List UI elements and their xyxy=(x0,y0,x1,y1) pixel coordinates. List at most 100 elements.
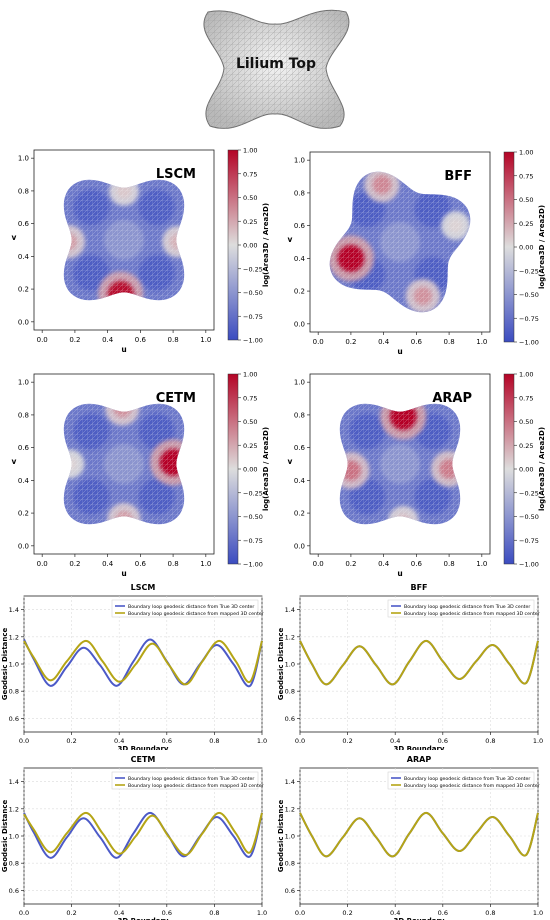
mesh-overlay xyxy=(63,403,185,525)
x-tick-label: 0.2 xyxy=(69,560,80,568)
hotspot-group xyxy=(339,403,461,525)
colorbar-label: log(Area3D / Area2D) xyxy=(538,427,546,511)
y-tick-label: 1.2 xyxy=(285,805,295,813)
x-tick-label: 0.2 xyxy=(66,909,76,917)
y-axis-label: v xyxy=(12,233,17,242)
colorbar-tick-label: 0.50 xyxy=(243,194,257,202)
chart-title: CETM xyxy=(131,755,156,764)
legend-box xyxy=(387,771,535,790)
line-panel-cetm: CETM 0.0 0.2 0.4 0.6 0.8 1.0 0.6 0.8 1.0 1.2 1.4 3D … xyxy=(1,755,267,920)
series-line-true-center xyxy=(23,638,263,688)
colorbar-tick-label: −0.25 xyxy=(243,265,263,273)
colorbar-tick-label: 0.25 xyxy=(243,442,257,450)
y-axis-label: Geodesic Distance xyxy=(277,627,285,700)
y-axis-label: v xyxy=(288,457,293,466)
colorbar-label: log(Area3D / Area2D) xyxy=(262,203,270,287)
y-axis-label: Geodesic Distance xyxy=(1,627,9,700)
colorbar-tick-label: 0.50 xyxy=(519,418,533,426)
x-tick-label: 0.8 xyxy=(485,909,495,917)
legend-entry: Boundary loop geodesic distance from Tru… xyxy=(128,776,254,782)
hotspot-group xyxy=(329,171,471,313)
heatmap-panel-cetm: 0.0 0.2 0.4 0.6 0.8 1.0 0.0 0.2 0.4 0.6 0.8 1.0 u v CE… xyxy=(12,371,270,579)
colorbar-tick-label: 1.00 xyxy=(519,149,533,157)
y-tick-label: 0.0 xyxy=(18,318,29,326)
y-tick-label: 1.2 xyxy=(9,633,19,641)
y-tick-label: 0.6 xyxy=(18,444,30,452)
y-tick-label: 1.0 xyxy=(9,833,19,841)
plot-frame xyxy=(299,767,539,905)
y-tick-label: 0.8 xyxy=(18,411,29,419)
y-tick-label: 0.6 xyxy=(285,887,295,895)
colorbar xyxy=(227,373,239,565)
colorbar-tick-label: 0.25 xyxy=(243,218,257,226)
x-tick-label: 0.6 xyxy=(411,560,423,568)
x-tick-label: 0.8 xyxy=(168,560,179,568)
legend-entry: Boundary loop geodesic distance from map… xyxy=(404,611,540,617)
x-tick-label: 0.0 xyxy=(313,560,324,568)
x-tick-label: 0.8 xyxy=(209,909,219,917)
x-tick-label: 0.6 xyxy=(135,336,147,344)
y-tick-label: 0.0 xyxy=(294,320,305,328)
x-tick-label: 0.4 xyxy=(114,909,124,917)
colorbar-label: log(Area3D / Area2D) xyxy=(538,205,546,289)
y-axis-label: Geodesic Distance xyxy=(1,799,9,872)
x-tick-label: 0.6 xyxy=(162,909,172,917)
x-tick-label: 1.0 xyxy=(476,338,487,346)
colorbar-tick-label: −1.00 xyxy=(243,337,263,345)
colorbar-tick-label: −0.25 xyxy=(243,489,263,497)
series-line-mapped-center xyxy=(299,639,539,686)
y-tick-label: 1.0 xyxy=(18,379,29,387)
y-tick-label: 0.6 xyxy=(294,444,306,452)
x-tick-label: 0.4 xyxy=(102,336,114,344)
x-tick-label: 0.6 xyxy=(162,737,172,745)
colorbar xyxy=(503,151,515,343)
x-tick-label: 0.0 xyxy=(295,737,305,745)
legend-entry: Boundary loop geodesic distance from Tru… xyxy=(404,604,530,610)
plot-frame xyxy=(299,595,539,733)
x-axis-label: u xyxy=(121,569,126,578)
x-axis-label: u xyxy=(121,345,126,354)
series-line-mapped-center xyxy=(23,811,263,856)
colorbar xyxy=(227,149,239,341)
heatmap-panel-arap: 0.0 0.2 0.4 0.6 0.8 1.0 0.0 0.2 0.4 0.6 0.8 1.0 u v AR… xyxy=(288,371,546,579)
chart-title: ARAP xyxy=(407,755,432,764)
x-tick-label: 0.2 xyxy=(342,737,352,745)
chart-title: ARAP xyxy=(432,391,472,406)
colorbar-tick-label: 1.00 xyxy=(519,371,533,379)
mesh-title: Lilium Top xyxy=(236,56,316,72)
x-tick-label: 0.8 xyxy=(444,338,455,346)
legend-entry: Boundary loop geodesic distance from map… xyxy=(128,783,264,789)
legend-entry: Boundary loop geodesic distance from map… xyxy=(404,783,540,789)
y-tick-label: 1.4 xyxy=(285,778,295,786)
x-tick-label: 1.0 xyxy=(476,560,487,568)
x-tick-label: 0.4 xyxy=(114,737,124,745)
mesh-overlay xyxy=(63,179,185,301)
legend-entry: Boundary loop geodesic distance from Tru… xyxy=(128,604,254,610)
colorbar-tick-label: −0.75 xyxy=(243,537,263,545)
legend-box xyxy=(111,599,259,618)
y-tick-label: 0.6 xyxy=(285,715,295,723)
hotspot-group xyxy=(63,403,185,525)
y-tick-label: 1.0 xyxy=(294,379,305,387)
line-panel-arap: ARAP 0.0 0.2 0.4 0.6 0.8 1.0 0.6 0.8 1.0 1.2 1.4 3D … xyxy=(277,755,543,920)
x-axis-label: 3D Boundary xyxy=(118,745,169,750)
y-tick-label: 0.6 xyxy=(9,887,19,895)
y-axis-label: v xyxy=(12,457,17,466)
y-tick-label: 0.8 xyxy=(294,411,305,419)
y-tick-label: 0.0 xyxy=(18,542,29,550)
y-tick-label: 0.2 xyxy=(294,510,305,518)
colorbar-tick-label: 0.00 xyxy=(243,466,257,474)
x-tick-label: 0.2 xyxy=(66,737,76,745)
y-tick-label: 0.4 xyxy=(18,253,30,261)
y-tick-label: 0.2 xyxy=(294,288,305,296)
x-tick-label: 0.8 xyxy=(444,560,455,568)
y-axis-label: v xyxy=(288,235,293,244)
x-tick-label: 0.2 xyxy=(345,560,356,568)
colorbar-tick-label: −0.50 xyxy=(243,289,263,297)
x-axis-label: u xyxy=(397,347,402,356)
mesh-svg: Lilium Top xyxy=(203,9,350,129)
y-tick-label: 1.4 xyxy=(285,606,295,614)
mesh-overlay xyxy=(329,171,471,313)
x-axis-label: u xyxy=(397,569,402,578)
legend-box xyxy=(387,599,535,618)
